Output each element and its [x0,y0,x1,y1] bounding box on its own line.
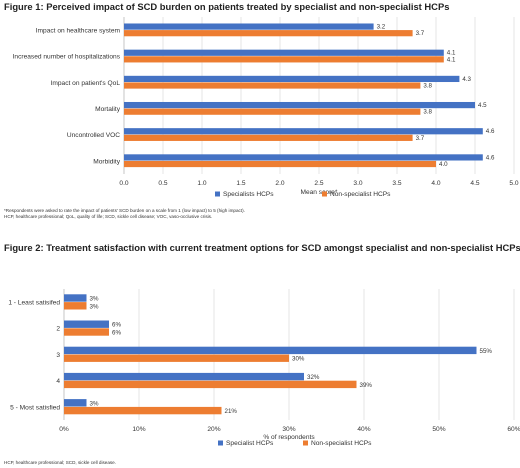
x-tick-label: 3.0 [353,180,362,187]
figure-1-footnote-2: HCP, healthcare professional; QoL, quali… [4,214,213,219]
data-label: 6% [112,330,121,337]
category-label: Mortality [95,106,121,113]
data-label: 6% [112,322,121,329]
data-label: 4.5 [478,102,487,109]
specialist-bar [64,294,87,302]
legend-swatch-non-specialist [322,191,327,197]
non-specialist-bar [124,56,444,63]
figure-1-title: Figure 1: Perceived impact of SCD burden… [4,1,450,12]
x-tick-label: 1.5 [236,180,245,187]
legend-swatch-specialist [218,440,223,446]
data-label: 4.6 [486,128,495,135]
specialist-bar [64,346,477,355]
x-tick-label: 3.5 [392,180,401,187]
x-tick-label: 4.5 [470,180,479,187]
specialist-bar [124,49,444,56]
data-label: 4.6 [486,154,495,161]
x-tick-label: 30% [282,426,295,433]
x-tick-label: 4.0 [431,180,440,187]
x-tick-label: 1.0 [197,180,206,187]
category-label: Uncontrolled VOC [67,132,120,139]
x-tick-label: 50% [432,426,445,433]
x-tick-label: 10% [132,426,145,433]
category-label: Increased number of hospitalizations [13,54,121,61]
data-label: 3% [90,296,99,303]
non-specialist-bar [124,82,421,89]
data-label: 4.0 [439,161,448,168]
category-label: Morbidity [93,158,120,165]
category-label: 5 - Most satisfied [10,404,60,411]
data-label: 3.7 [416,135,425,142]
category-label: 2 [56,326,60,333]
figure-2-chart: 0% 10% 20% 30% 40% 50% 60% % of respondents 1 - … [8,289,520,447]
legend-label: Specialists HCPs [223,191,274,198]
non-specialist-bar [124,134,413,141]
specialist-bar [64,320,109,328]
x-tick-label: 40% [357,426,370,433]
data-label: 3.8 [423,82,432,89]
x-tick-label: 2.0 [275,180,284,187]
non-specialist-bar [64,354,289,362]
data-label: 4.1 [447,56,456,63]
data-label: 3% [90,400,99,407]
data-label: 4.1 [447,50,456,57]
non-specialist-bar [124,108,421,115]
specialist-bar [124,75,460,83]
category-label: 1 - Least satisifed [8,300,60,307]
x-axis-title: % of respondents [263,434,315,441]
category-label: 4 [56,378,60,385]
x-tick-label: 2.5 [314,180,323,187]
non-specialist-bar [124,30,413,37]
data-label: 3.8 [423,109,432,116]
data-label: 39% [360,382,373,389]
figure-2-title: Figure 2: Treatment satisfaction with cu… [4,242,520,253]
x-tick-label: 60% [507,426,520,433]
legend-swatch-non-specialist [303,440,308,446]
x-tick-label: 0% [59,426,69,433]
specialist-bar [124,101,475,109]
specialist-bar [124,154,483,161]
data-label: 55% [480,348,493,355]
specialist-bar [64,399,87,407]
specialist-bar [124,128,483,135]
non-specialist-bar [124,160,436,168]
legend-label: Specialist HCPs [226,440,274,447]
figure-1-chart: 0.0 0.5 1.0 1.5 2.0 2.5 3.0 3.5 4.0 4.5 5.0 Mean sc… [13,17,519,198]
data-label: 3.2 [377,23,386,30]
data-label: 3.7 [416,30,425,37]
specialist-bar [64,372,304,381]
data-label: 21% [225,408,238,415]
category-label: 3 [56,352,60,359]
data-label: 32% [307,374,320,381]
non-specialist-bar [64,302,87,310]
non-specialist-bar [64,380,357,389]
non-specialist-bar [64,406,222,415]
legend-swatch-specialist [215,191,220,197]
category-label: Impact on patient's QoL [51,80,121,87]
legend-label: Non-specialist HCPs [311,440,372,447]
legend-label: Non-specialist HCPs [330,191,391,198]
data-label: 3% [90,303,99,310]
figure-2-footnote: HCP, healthcare professional; SCD, sickl… [4,460,117,465]
specialist-bar [124,23,374,30]
data-label: 30% [292,356,305,363]
x-tick-label: 20% [207,426,220,433]
category-label: Impact on healthcare system [36,27,121,34]
data-label: 4.3 [462,76,471,83]
x-tick-label: 0.5 [158,180,167,187]
non-specialist-bar [64,328,109,336]
figure-1-footnote-1: *Respondents were asked to rate the impa… [4,208,245,213]
x-axis-title: Mean score* [300,189,337,196]
x-tick-label: 5.0 [509,180,518,187]
x-tick-label: 0.0 [119,180,128,187]
